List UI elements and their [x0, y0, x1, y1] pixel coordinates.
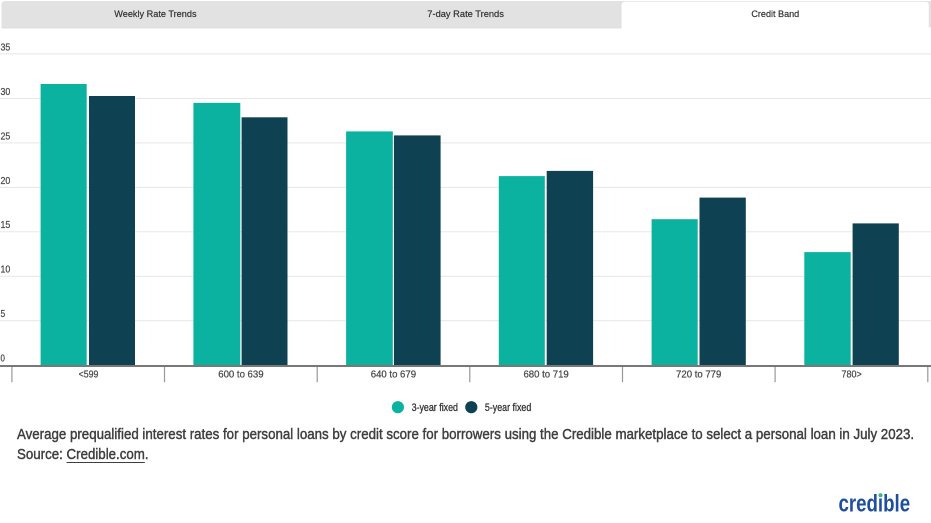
- svg-text:680 to 719: 680 to 719: [523, 370, 569, 381]
- svg-text:600 to 639: 600 to 639: [218, 370, 264, 381]
- svg-text:credıble: credıble: [839, 490, 911, 517]
- svg-text:3-year fixed: 3-year fixed: [412, 402, 458, 414]
- svg-text:Weekly Rate Trends: Weekly Rate Trends: [114, 9, 197, 19]
- svg-text:5-year fixed: 5-year fixed: [485, 402, 531, 414]
- svg-text:5: 5: [1, 309, 6, 320]
- svg-text:720 to 779: 720 to 779: [676, 370, 722, 381]
- svg-text:30: 30: [1, 87, 11, 98]
- svg-text:25: 25: [1, 131, 11, 142]
- svg-text:780>: 780>: [842, 370, 862, 381]
- svg-text:640 to 679: 640 to 679: [371, 370, 417, 381]
- svg-text:35: 35: [1, 42, 11, 53]
- svg-text:10: 10: [1, 265, 11, 276]
- svg-text:20: 20: [1, 176, 11, 187]
- svg-text:<599: <599: [79, 370, 99, 381]
- svg-text:15: 15: [1, 220, 11, 231]
- svg-text:Credit Band: Credit Band: [751, 9, 799, 19]
- svg-text:7-day Rate Trends: 7-day Rate Trends: [427, 9, 504, 19]
- svg-text:0: 0: [1, 354, 6, 365]
